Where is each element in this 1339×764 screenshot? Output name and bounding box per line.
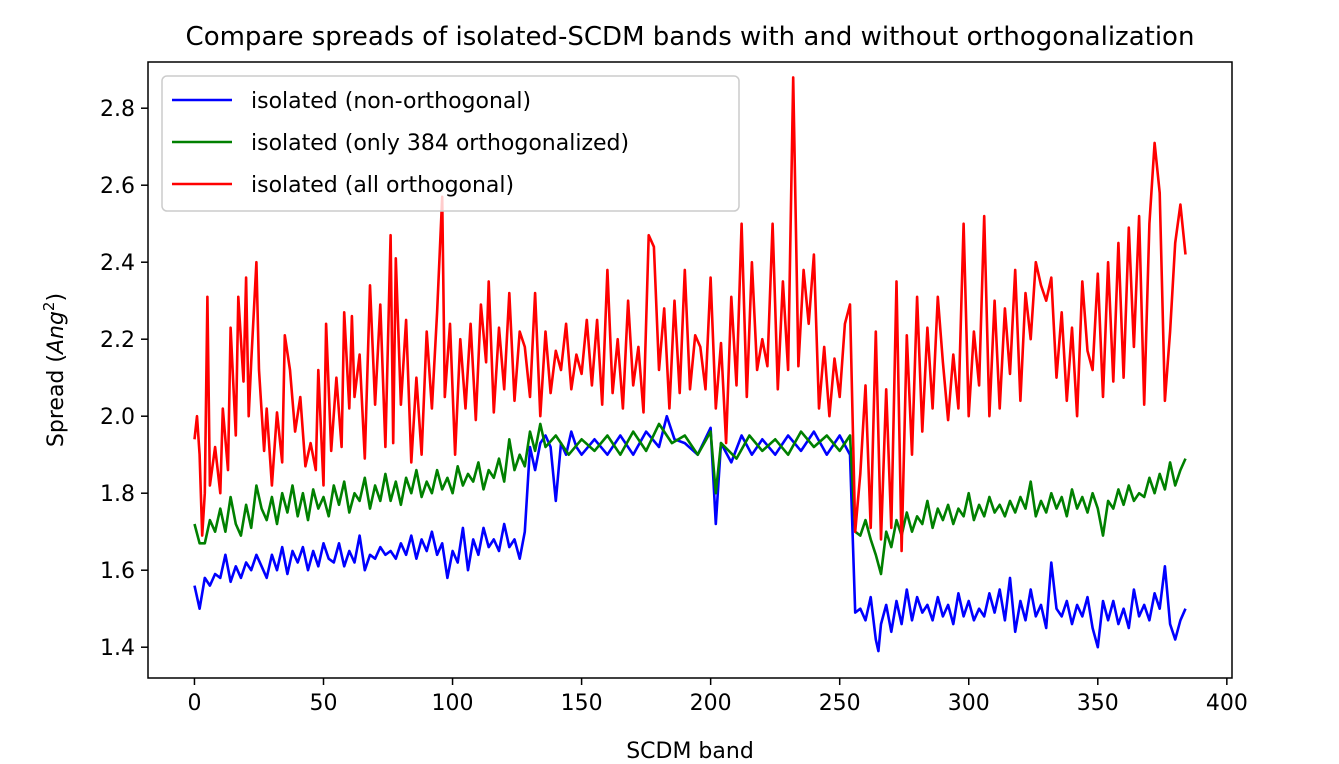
y-axis-title-prefix: Spread ( xyxy=(44,354,69,447)
x-axis-title: SCDM band xyxy=(626,739,754,764)
y-tick-label: 1.4 xyxy=(100,636,135,661)
plot-frame xyxy=(147,61,1233,679)
x-tick-label: 150 xyxy=(561,691,603,716)
x-axis: 0 50 100 150 200 250 300 350 400 xyxy=(187,678,1248,716)
x-tick-label: 50 xyxy=(310,691,338,716)
y-axis-title-unit: Ang xyxy=(44,311,69,356)
y-tick-label: 1.8 xyxy=(100,482,135,507)
y-axis-title-exponent: 2 xyxy=(40,302,58,312)
y-tick-label: 1.6 xyxy=(100,559,135,584)
x-tick-label: 400 xyxy=(1206,691,1248,716)
x-tick-label: 300 xyxy=(948,691,990,716)
series-line-1 xyxy=(193,414,1187,653)
plot-area xyxy=(147,61,1233,679)
series-line-3 xyxy=(193,76,1187,553)
x-tick-label: 0 xyxy=(187,691,201,716)
y-tick-label: 2.0 xyxy=(100,405,135,430)
x-tick-label: 250 xyxy=(819,691,861,716)
x-tick-label: 350 xyxy=(1077,691,1119,716)
series-layer xyxy=(193,76,1187,653)
y-axis: 1.4 1.6 1.8 2.0 2.2 2.4 2.6 2.8 xyxy=(100,97,148,661)
y-tick-label: 2.4 xyxy=(100,251,135,276)
y-tick-label: 2.8 xyxy=(100,97,135,122)
y-axis-title-suffix: ) xyxy=(44,293,69,302)
x-tick-label: 200 xyxy=(690,691,732,716)
legend-label: isolated (non-orthogonal) xyxy=(251,89,531,114)
legend-frame xyxy=(161,75,740,212)
series-line-2 xyxy=(193,422,1187,576)
y-tick-label: 2.6 xyxy=(100,174,135,199)
x-tick-label: 100 xyxy=(432,691,474,716)
legend: isolated (non-orthogonal) isolated (only … xyxy=(161,75,740,212)
chart-title: Compare spreads of isolated-SCDM bands w… xyxy=(186,22,1195,52)
legend-label: isolated (only 384 orthogonalized) xyxy=(251,131,629,156)
legend-label: isolated (all orthogonal) xyxy=(251,173,514,198)
y-tick-label: 2.2 xyxy=(100,328,135,353)
y-axis-title: Spread (Ang2) xyxy=(40,293,69,447)
